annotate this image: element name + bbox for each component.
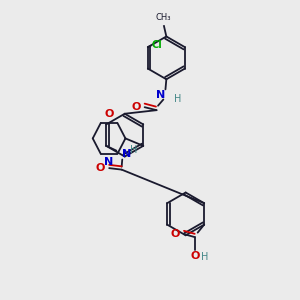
Text: O: O — [131, 102, 141, 112]
Text: CH₃: CH₃ — [156, 13, 171, 22]
Text: O: O — [190, 251, 200, 261]
Text: N: N — [156, 90, 165, 100]
Text: N: N — [122, 149, 131, 159]
Text: H: H — [130, 145, 137, 155]
Text: H: H — [201, 252, 208, 262]
Text: H: H — [174, 94, 182, 104]
Text: Cl: Cl — [152, 40, 162, 50]
Text: N: N — [104, 157, 114, 167]
Text: O: O — [96, 163, 105, 173]
Text: O: O — [104, 110, 114, 119]
Text: O: O — [170, 229, 180, 239]
